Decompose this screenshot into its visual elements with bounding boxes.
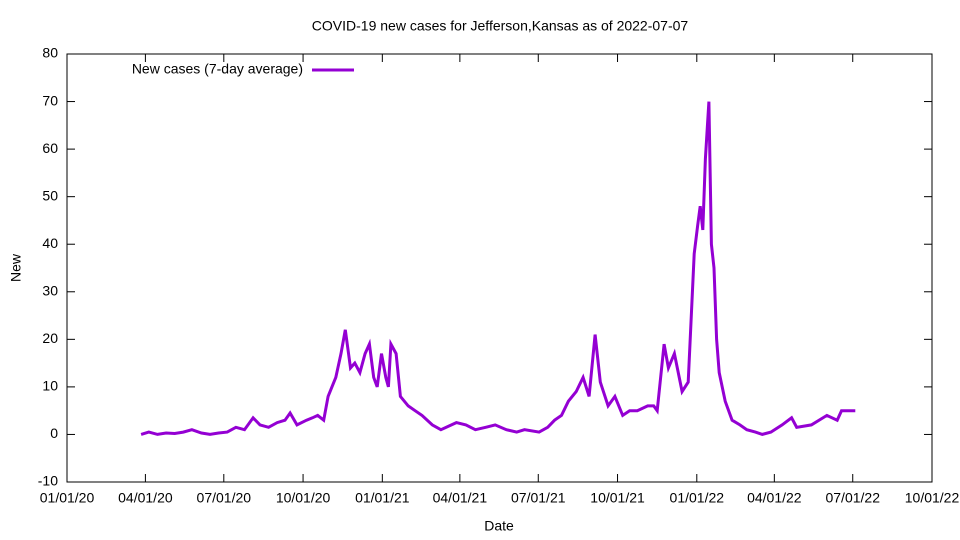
chart-title: COVID-19 new cases for Jefferson,Kansas … xyxy=(312,18,689,34)
y-axis-label: New xyxy=(8,253,24,282)
x-tick-label: 04/01/22 xyxy=(747,490,802,506)
x-axis-label: Date xyxy=(484,518,514,534)
y-tick-label: 10 xyxy=(42,378,58,394)
x-tick-label: 07/01/22 xyxy=(825,490,880,506)
y-tick-label: -10 xyxy=(38,473,58,489)
y-tick-label: 20 xyxy=(42,330,58,346)
y-tick-label: 40 xyxy=(42,235,58,251)
y-tick-label: 80 xyxy=(42,45,58,61)
y-tick-label: 70 xyxy=(42,92,58,108)
x-tick-label: 01/01/20 xyxy=(40,490,95,506)
x-tick-label: 01/01/21 xyxy=(355,490,410,506)
x-tick-label: 10/01/21 xyxy=(590,490,645,506)
x-tick-label: 04/01/20 xyxy=(118,490,173,506)
x-tick-label: 04/01/21 xyxy=(433,490,488,506)
x-tick-label: 10/01/22 xyxy=(905,490,960,506)
legend-label: New cases (7-day average) xyxy=(132,61,303,77)
data-line xyxy=(140,101,856,436)
y-tick-label: 50 xyxy=(42,187,58,203)
y-tick-label: 0 xyxy=(50,425,58,441)
x-tick-label: 01/01/22 xyxy=(670,490,725,506)
x-tick-label: 07/01/21 xyxy=(511,490,566,506)
plot-frame xyxy=(66,53,933,483)
y-tick-label: 60 xyxy=(42,140,58,156)
x-tick-label: 10/01/20 xyxy=(276,490,331,506)
x-tick-label: 07/01/20 xyxy=(197,490,252,506)
y-tick-label: 30 xyxy=(42,282,58,298)
